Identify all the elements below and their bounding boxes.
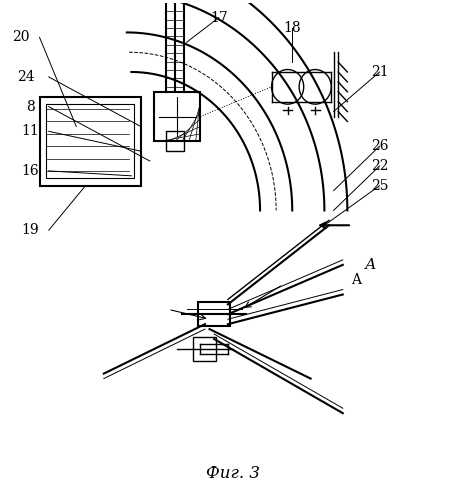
Bar: [166, 132, 184, 151]
Text: А: А: [365, 258, 376, 272]
Bar: [198, 302, 230, 326]
Text: 20: 20: [13, 30, 30, 44]
Bar: [40, 96, 140, 186]
Text: 17: 17: [210, 10, 227, 24]
Text: 11: 11: [21, 124, 39, 138]
Text: Фиг. 3: Фиг. 3: [206, 466, 259, 482]
Text: A: A: [352, 272, 362, 286]
Bar: [154, 92, 200, 141]
Text: 24: 24: [17, 70, 34, 84]
Bar: [193, 336, 216, 361]
Text: 21: 21: [371, 65, 388, 79]
Text: 8: 8: [26, 100, 35, 114]
Text: 18: 18: [283, 20, 301, 34]
Text: 22: 22: [371, 159, 388, 173]
Text: 25: 25: [371, 178, 388, 192]
Text: 16: 16: [21, 164, 39, 178]
Text: 19: 19: [21, 223, 39, 237]
Bar: [46, 104, 134, 178]
Text: 26: 26: [371, 139, 388, 153]
